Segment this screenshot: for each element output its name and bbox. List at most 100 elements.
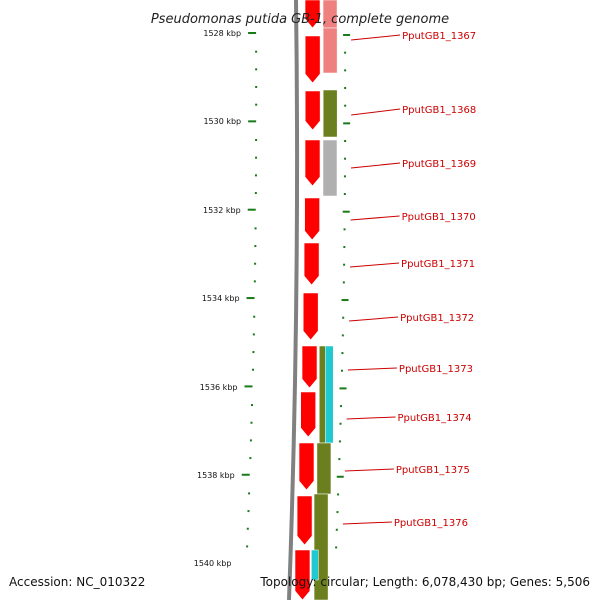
minor-tick-right: [341, 334, 344, 337]
scale-ticks: [241, 32, 351, 549]
gene-label[interactable]: PputGB1_1376: [394, 518, 468, 529]
minor-tick-right: [343, 228, 346, 231]
major-tick-right: [343, 34, 351, 36]
minor-tick-right: [342, 281, 345, 284]
minor-tick: [250, 421, 253, 424]
minor-tick: [252, 333, 255, 336]
leader-line: [347, 367, 397, 371]
minor-tick: [255, 50, 258, 53]
label-leaders: [342, 34, 401, 525]
scale-label: 1530 kbp: [203, 117, 241, 126]
minor-tick: [255, 139, 258, 142]
minor-tick-right: [336, 511, 339, 514]
major-tick-right: [339, 387, 347, 390]
minor-tick-right: [339, 422, 342, 425]
minor-tick: [248, 492, 251, 495]
homolog-track: [311, 0, 338, 600]
minor-tick-right: [344, 51, 347, 54]
leader-line: [349, 316, 399, 322]
major-tick-right: [342, 210, 350, 213]
minor-tick-right: [342, 316, 345, 319]
cds-arrow[interactable]: [304, 197, 320, 241]
gene-labels: PputGB1_1367 PputGB1_1368 PputGB1_1369 Pput…: [394, 31, 476, 529]
minor-tick-right: [338, 440, 341, 443]
gene-label[interactable]: PputGB1_1369: [402, 159, 476, 170]
homolog-block: [322, 27, 338, 74]
major-tick-right: [336, 475, 344, 478]
scale-label: 1540 kbp: [194, 559, 232, 568]
major-tick: [241, 473, 250, 476]
leader-line: [351, 34, 401, 41]
cds-arrow[interactable]: [301, 345, 318, 389]
minor-tick-right: [335, 528, 338, 531]
leader-line: [351, 108, 401, 116]
minor-tick-right: [344, 140, 347, 143]
gene-label[interactable]: PputGB1_1370: [402, 212, 476, 223]
scale-label: 1534 kbp: [202, 294, 240, 303]
cds-arrow[interactable]: [296, 495, 313, 546]
minor-tick-right: [341, 352, 344, 355]
cds-arrow[interactable]: [304, 90, 321, 131]
gene-label[interactable]: PputGB1_1371: [401, 259, 475, 270]
scale-label: 1532 kbp: [203, 206, 241, 215]
cds-arrow[interactable]: [304, 35, 321, 84]
minor-tick: [252, 351, 255, 354]
minor-tick: [254, 245, 257, 248]
gene-label[interactable]: PputGB1_1373: [399, 364, 473, 375]
cds-arrow[interactable]: [298, 442, 315, 491]
minor-tick: [249, 457, 252, 460]
minor-tick: [246, 545, 249, 548]
major-tick: [248, 120, 257, 123]
major-tick: [244, 385, 253, 388]
gene-label[interactable]: PputGB1_1375: [396, 465, 470, 476]
homolog-block: [316, 442, 332, 495]
homolog-block: [325, 345, 334, 444]
minor-tick-right: [343, 246, 346, 249]
leader-line: [344, 468, 394, 472]
minor-tick: [251, 404, 254, 407]
minor-tick: [253, 315, 256, 318]
cds-arrow[interactable]: [300, 391, 317, 438]
scale-labels: 1528 kbp 1530 kbp 1532 kbp 1534 kbp 1536 kbp…: [194, 29, 241, 568]
minor-tick: [247, 510, 250, 513]
cds-arrow[interactable]: [303, 242, 320, 286]
accession-text: Accession: NC_010322: [9, 575, 145, 589]
scale-label: 1528 kbp: [203, 29, 241, 38]
gene-label[interactable]: PputGB1_1374: [398, 413, 472, 424]
gene-label[interactable]: PputGB1_1368: [402, 105, 476, 116]
scale-label: 1536 kbp: [200, 383, 238, 392]
minor-tick: [254, 174, 257, 177]
minor-tick: [255, 103, 258, 106]
minor-tick-right: [344, 157, 347, 160]
homolog-block: [311, 549, 319, 581]
map-title: Pseudomonas putida GB-1, complete genome: [151, 12, 449, 27]
major-tick: [248, 32, 257, 34]
cds-arrow[interactable]: [304, 139, 321, 187]
homolog-block: [322, 89, 338, 138]
cds-arrow[interactable]: [294, 549, 311, 600]
minor-tick: [255, 156, 258, 159]
minor-tick: [254, 227, 257, 230]
minor-tick: [254, 192, 257, 195]
minor-tick-right: [338, 458, 341, 461]
cds-arrow[interactable]: [304, 0, 321, 29]
minor-tick: [255, 86, 258, 89]
minor-tick-right: [344, 69, 347, 72]
gene-label[interactable]: PputGB1_1372: [400, 313, 474, 324]
major-tick-right: [341, 299, 349, 302]
minor-tick-right: [344, 87, 347, 90]
major-tick: [247, 208, 256, 211]
homolog-block: [322, 139, 338, 197]
minor-tick: [253, 280, 256, 283]
leader-line: [350, 162, 401, 169]
minor-tick-right: [340, 369, 343, 372]
topology-summary: Topology: circular; Length: 6,078,430 bp…: [259, 575, 590, 589]
cds-arrow[interactable]: [302, 292, 319, 341]
minor-tick: [251, 368, 254, 371]
minor-tick-right: [343, 263, 346, 266]
minor-tick: [249, 439, 252, 442]
gene-label[interactable]: PputGB1_1367: [402, 31, 476, 42]
minor-tick-right: [343, 193, 346, 196]
major-tick: [246, 297, 255, 300]
